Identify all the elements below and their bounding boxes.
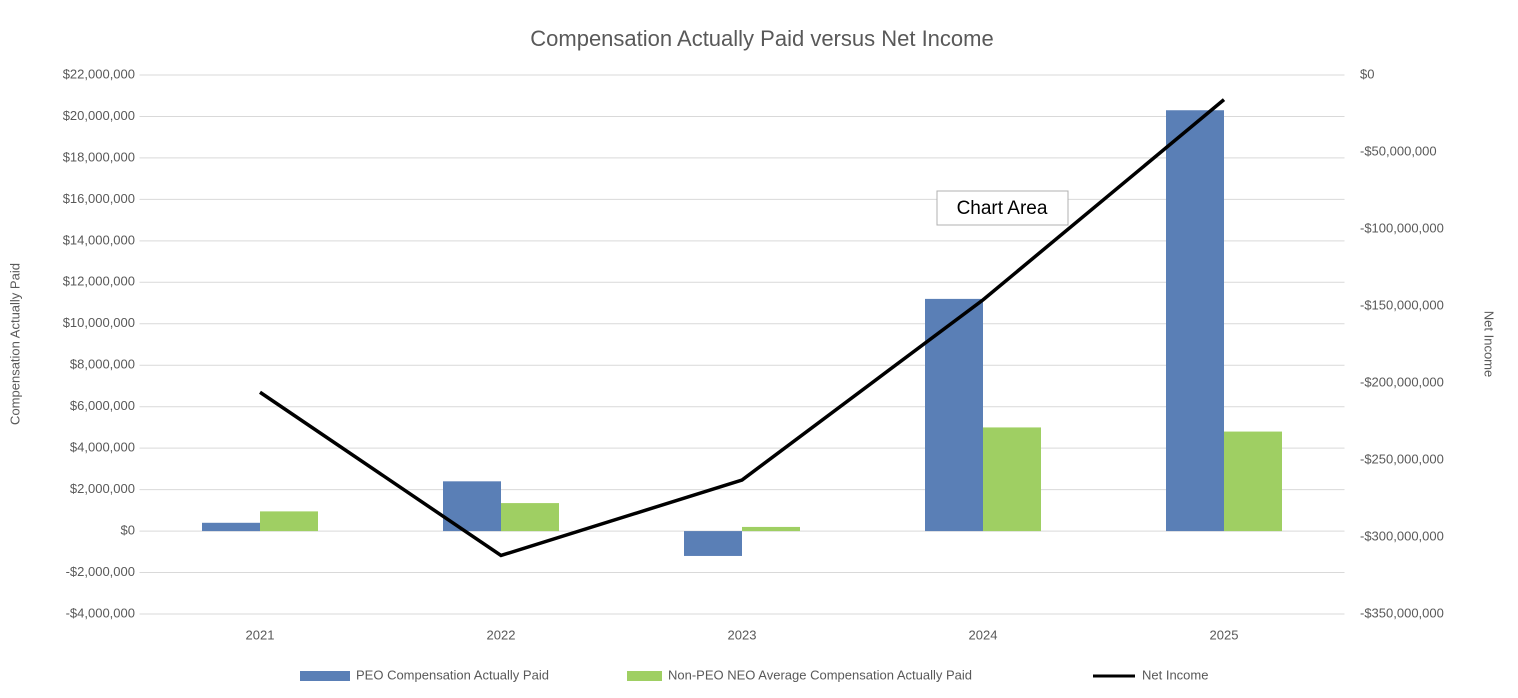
bar <box>260 511 318 532</box>
x-tick-label: 2025 <box>1210 627 1239 642</box>
bar <box>925 298 983 532</box>
bar <box>1166 110 1224 532</box>
y2-tick-label: -$200,000,000 <box>1360 374 1444 389</box>
x-tick-label: 2023 <box>728 627 757 642</box>
tooltip-box <box>936 190 1069 226</box>
y-tick-label: $22,000,000 <box>63 66 135 81</box>
bar <box>501 503 559 532</box>
bar <box>1224 431 1282 532</box>
legend-label: Net Income <box>1142 667 1208 682</box>
y-tick-label: $12,000,000 <box>63 274 135 289</box>
y-tick-label: -$4,000,000 <box>66 605 135 620</box>
y-tick-label: $14,000,000 <box>63 232 135 247</box>
bar <box>202 522 260 532</box>
x-tick-label: 2024 <box>969 627 998 642</box>
y2-tick-label: -$150,000,000 <box>1360 297 1444 312</box>
y2-tick-label: -$350,000,000 <box>1360 605 1444 620</box>
chart-title: Compensation Actually Paid versus Net In… <box>530 26 993 51</box>
y2-axis-title: Net Income <box>1482 311 1497 377</box>
y-tick-label: $16,000,000 <box>63 191 135 206</box>
y-tick-label: $0 <box>121 523 135 538</box>
y-tick-label: $18,000,000 <box>63 149 135 164</box>
legend-label: PEO Compensation Actually Paid <box>356 667 549 682</box>
tooltip: Chart Area <box>957 198 1048 219</box>
y2-tick-label: -$100,000,000 <box>1360 220 1444 235</box>
y-tick-label: $20,000,000 <box>63 108 135 123</box>
x-tick-label: 2022 <box>487 627 516 642</box>
y2-tick-label: -$300,000,000 <box>1360 528 1444 543</box>
y2-tick-label: $0 <box>1360 66 1374 81</box>
bar <box>684 531 742 556</box>
legend-swatch <box>300 671 350 681</box>
y-tick-label: $6,000,000 <box>70 398 135 413</box>
bar <box>983 427 1041 532</box>
legend-label: Non-PEO NEO Average Compensation Actuall… <box>668 667 972 682</box>
y-tick-label: -$2,000,000 <box>66 564 135 579</box>
y-tick-label: $10,000,000 <box>63 315 135 330</box>
y2-tick-label: -$250,000,000 <box>1360 451 1444 466</box>
bar <box>742 526 800 532</box>
line <box>259 98 1226 558</box>
x-tick-label: 2021 <box>246 627 275 642</box>
y-tick-label: $2,000,000 <box>70 481 135 496</box>
y-tick-label: $8,000,000 <box>70 357 135 372</box>
legend-swatch <box>627 671 662 681</box>
y-axis-title: Compensation Actually Paid <box>7 263 22 425</box>
y-tick-label: $4,000,000 <box>70 440 135 455</box>
y2-tick-label: -$50,000,000 <box>1360 143 1437 158</box>
